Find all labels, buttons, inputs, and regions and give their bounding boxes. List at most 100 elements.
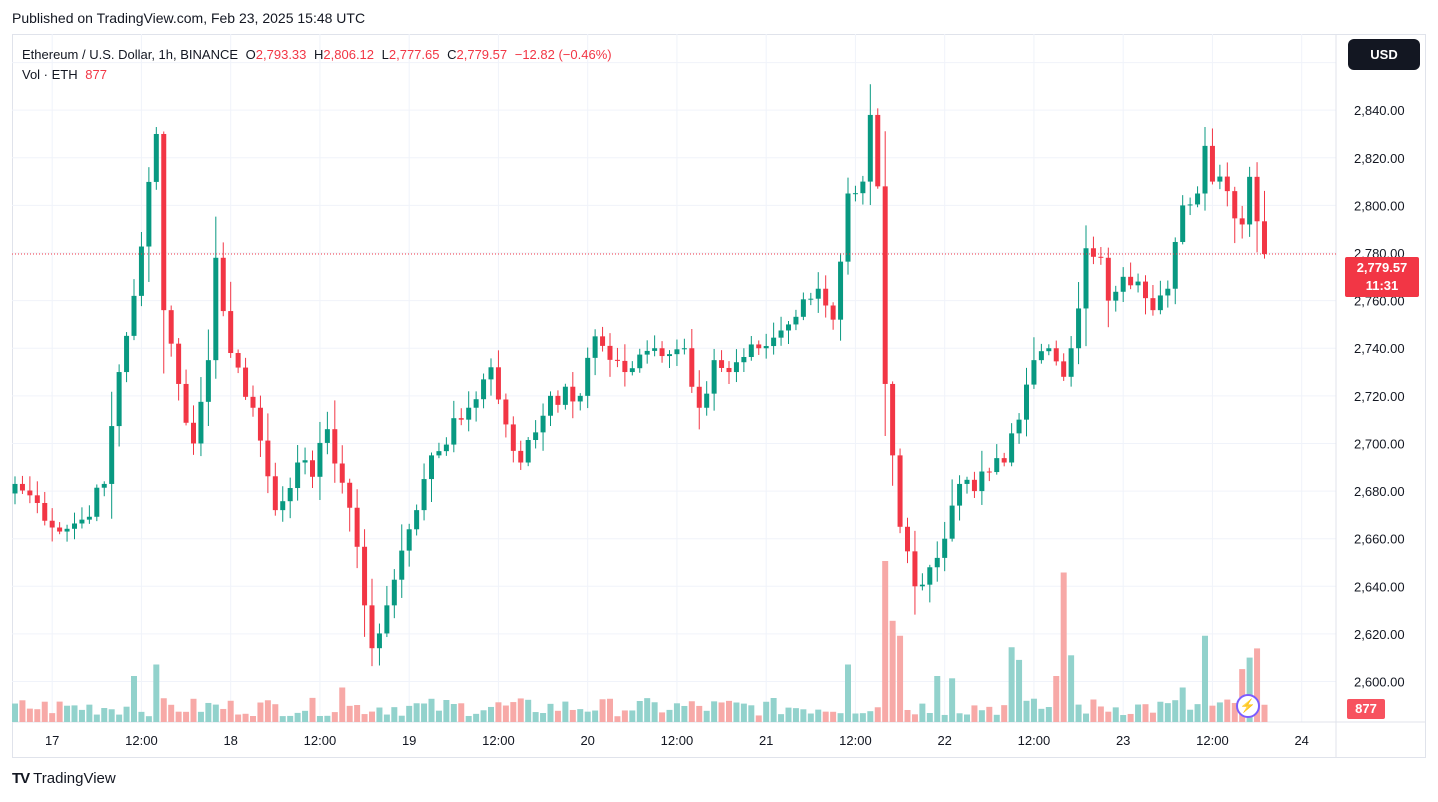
candle-body xyxy=(243,367,249,397)
candle-body xyxy=(458,418,464,420)
volume-bar xyxy=(346,705,353,722)
volume-bar xyxy=(145,716,152,722)
candle-body xyxy=(637,354,643,369)
volume-bar xyxy=(153,664,160,722)
volume-bar xyxy=(294,712,301,722)
volume-bar xyxy=(1231,702,1238,722)
volume-bar xyxy=(235,714,242,722)
bar-countdown: 11:31 xyxy=(1365,278,1399,293)
volume-bar xyxy=(1157,701,1164,722)
volume-bar xyxy=(1187,709,1194,722)
candle-body xyxy=(525,440,531,463)
volume-bar xyxy=(897,635,904,722)
volume-bar xyxy=(212,704,219,722)
candle-body xyxy=(79,519,85,524)
candle-body xyxy=(406,529,412,551)
candle-body xyxy=(1239,218,1245,225)
candle-body xyxy=(1135,281,1141,286)
volume-bar xyxy=(882,561,889,722)
volume-bar xyxy=(56,701,63,722)
candle-body xyxy=(280,501,286,511)
volume-bar xyxy=(86,704,93,722)
candle-body xyxy=(213,257,219,361)
price-tick-label: 2,820.00 xyxy=(1354,151,1405,166)
candle-body xyxy=(882,186,888,384)
volume-bar xyxy=(986,706,993,722)
volume-bar xyxy=(644,698,651,722)
volume-bar xyxy=(978,710,985,722)
candle-body xyxy=(1128,276,1134,286)
volume-bar xyxy=(540,713,547,722)
volume-bar xyxy=(1060,572,1067,722)
candle-body xyxy=(1120,276,1126,292)
tradingview-logo[interactable]: TV TradingView xyxy=(12,770,116,787)
candle-body xyxy=(153,133,159,182)
candle-body xyxy=(443,444,449,452)
volume-bar xyxy=(242,713,249,722)
volume-bar xyxy=(867,711,874,722)
volume-bar xyxy=(1261,704,1268,722)
candle-body xyxy=(1165,288,1171,296)
candle-body xyxy=(979,471,985,492)
candle-body xyxy=(890,383,896,456)
price-tick-label: 2,800.00 xyxy=(1354,198,1405,213)
candle-body xyxy=(1068,348,1074,377)
volume-bar xyxy=(227,700,234,722)
volume-bar xyxy=(859,713,866,722)
candle-body xyxy=(815,288,821,299)
candle-body xyxy=(235,353,241,368)
candle-body xyxy=(250,396,256,408)
volume-bar xyxy=(1246,657,1253,722)
candle-body xyxy=(362,546,368,606)
volume-bar xyxy=(525,699,532,722)
candle-body xyxy=(830,305,836,320)
price-chart[interactable]: 2,860.002,840.002,820.002,800.002,780.00… xyxy=(12,34,1426,758)
candle-body xyxy=(436,451,442,456)
volume-bar xyxy=(1202,635,1208,722)
volume-bar xyxy=(1016,659,1023,722)
volume-bar xyxy=(614,716,621,722)
volume-badge: 877 xyxy=(1347,699,1385,719)
time-tick-label: 18 xyxy=(223,733,237,748)
volume-bar xyxy=(428,698,435,722)
chart-legend: Ethereum / U.S. Dollar, 1h, BINANCE O2,7… xyxy=(22,45,616,85)
volume-bar xyxy=(41,701,48,722)
volume-bar xyxy=(792,708,799,722)
candle-body xyxy=(719,360,725,368)
candle-body xyxy=(577,395,583,402)
candle-body xyxy=(287,488,293,502)
volume-bar xyxy=(450,703,457,722)
tv-logo-icon: TV xyxy=(12,770,30,787)
volume-bar xyxy=(1097,706,1104,722)
candle-body xyxy=(495,367,501,400)
candle-body xyxy=(867,114,873,182)
candle-body xyxy=(852,193,858,195)
volume-bar xyxy=(93,714,100,722)
symbol-label[interactable]: Ethereum / U.S. Dollar, 1h, BINANCE xyxy=(22,47,239,62)
candle-body xyxy=(689,348,695,387)
candle-body xyxy=(1113,291,1119,301)
volume-bar xyxy=(64,705,71,722)
candle-body xyxy=(376,633,382,649)
candle-body xyxy=(1001,458,1007,463)
time-tick-label: 12:00 xyxy=(1018,733,1051,748)
bolt-icon[interactable]: ⚡ xyxy=(1236,694,1260,718)
volume-bar xyxy=(1001,705,1008,722)
volume-bar xyxy=(183,711,190,722)
candle-body xyxy=(1157,295,1163,311)
volume-bar xyxy=(763,701,770,722)
volume-bar xyxy=(108,709,115,722)
volume-bar xyxy=(1023,700,1030,722)
volume-bar xyxy=(800,709,807,722)
volume-label[interactable]: Vol · ETH xyxy=(22,67,78,82)
candle-body xyxy=(614,359,620,361)
low-label: L2,777.65 xyxy=(381,47,440,62)
volume-bar xyxy=(257,702,264,722)
time-tick-label: 12:00 xyxy=(1196,733,1229,748)
time-tick-label: 23 xyxy=(1116,733,1130,748)
currency-button[interactable]: USD xyxy=(1348,39,1420,70)
volume-bar xyxy=(354,705,361,722)
candle-body xyxy=(629,368,635,373)
candle-body xyxy=(1202,145,1208,194)
volume-bar xyxy=(748,705,755,722)
